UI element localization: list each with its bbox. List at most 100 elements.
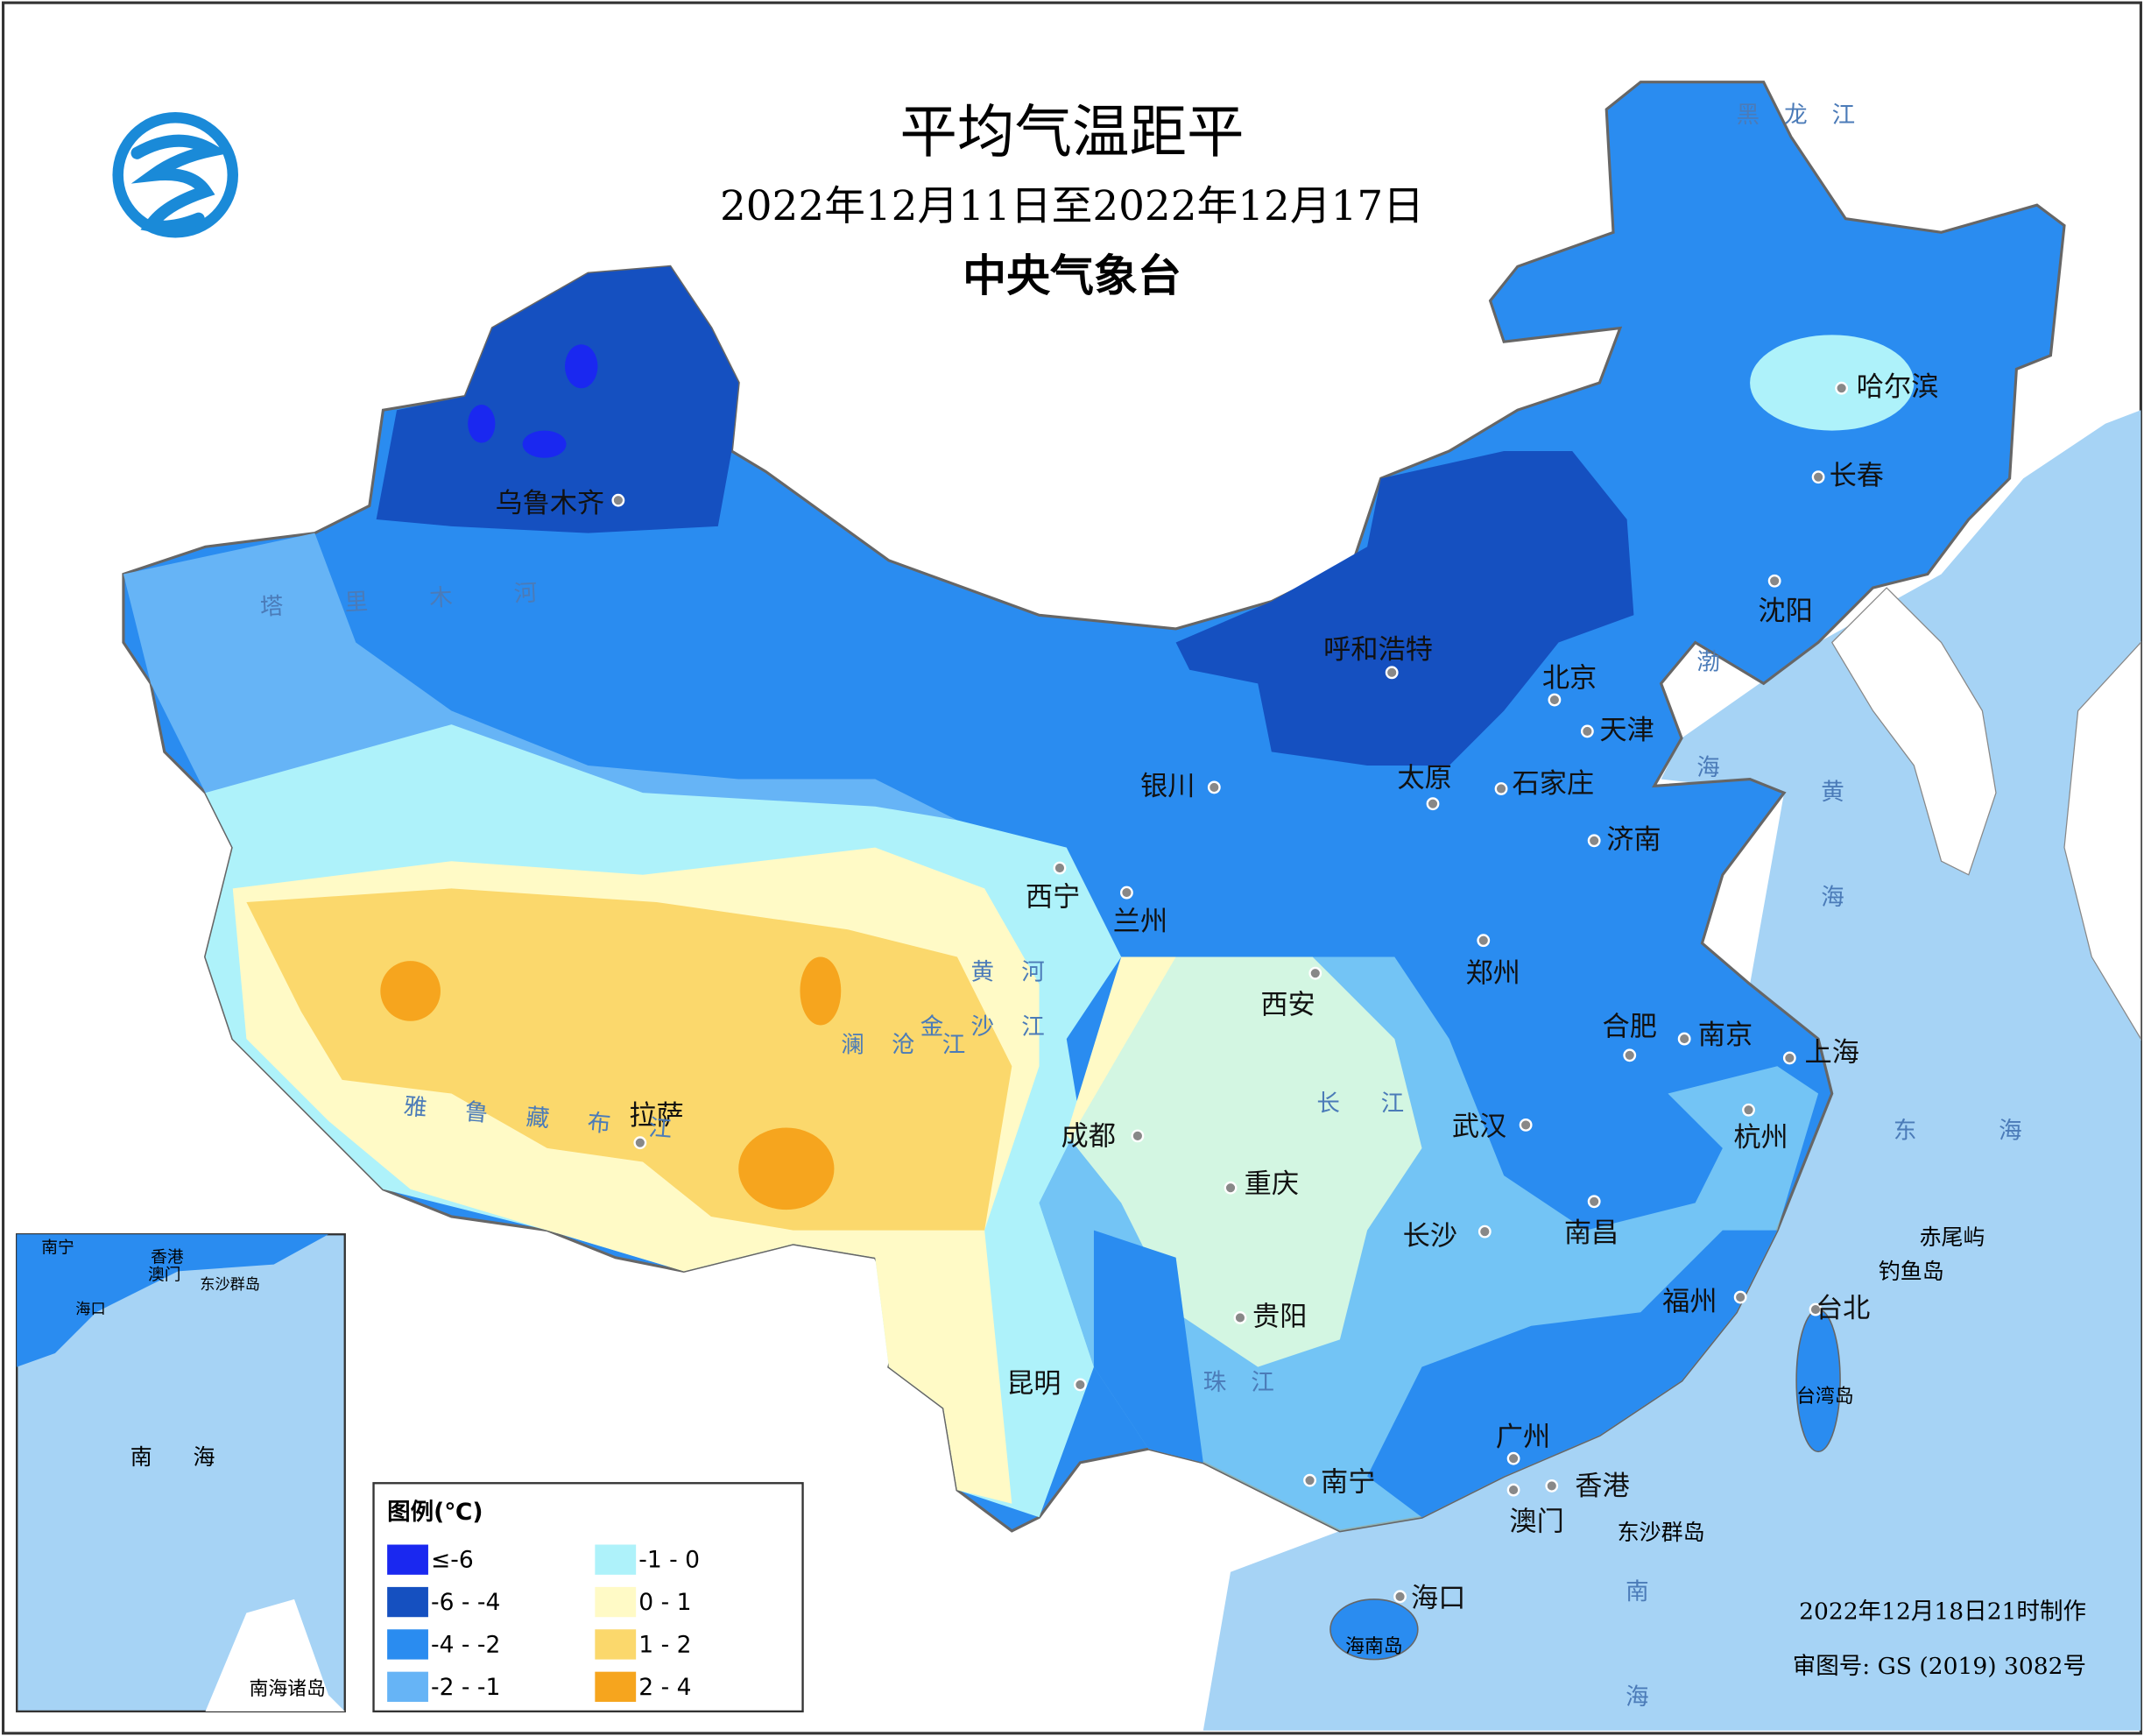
region: [1093, 1230, 1203, 1463]
city-label: 呼和浩特: [1323, 634, 1433, 666]
city-dot: [1131, 1129, 1145, 1143]
sea-label: 南海: [1621, 1579, 1648, 1736]
region: [1175, 451, 1634, 766]
city-label: 广州: [1496, 1422, 1550, 1453]
city-label: 北京: [1542, 663, 1597, 695]
city-label: 沈阳: [1758, 596, 1812, 627]
inset-label: 南宁: [41, 1238, 74, 1257]
city-label: 长沙: [1403, 1220, 1457, 1252]
city-dot: [1224, 1181, 1238, 1195]
legend: [372, 1482, 804, 1713]
city-label: 香港: [1575, 1471, 1629, 1502]
legend-swatch: [595, 1629, 637, 1660]
city-dot: [1782, 1051, 1796, 1065]
city-label: 郑州: [1465, 958, 1520, 990]
city-dot: [1809, 1302, 1823, 1316]
legend-swatch: [387, 1671, 428, 1702]
inset-label: 南海: [130, 1444, 257, 1470]
city-dot: [1677, 1032, 1691, 1046]
city-dot: [1519, 1118, 1533, 1132]
city-dot: [1426, 797, 1440, 811]
city-label: 长春: [1830, 461, 1884, 492]
river-label: 长江: [1316, 1090, 1445, 1117]
korea: [1830, 587, 1997, 876]
city-label: 乌鲁木齐: [495, 488, 604, 519]
hainan: [1329, 1598, 1419, 1661]
city-label: 南京: [1698, 1020, 1753, 1051]
city-label: 昆明: [1006, 1368, 1061, 1400]
city-dot: [1506, 1483, 1520, 1497]
city-label: 拉萨: [629, 1100, 683, 1132]
subtitle: 2022年12月11日至2022年12月17日: [720, 183, 1424, 230]
legend-label: -6 - -4: [431, 1589, 500, 1616]
place-label: 赤尾屿: [1920, 1224, 1985, 1250]
title: 平均气温距平: [899, 99, 1244, 166]
legend-label: 0 - 1: [638, 1589, 691, 1616]
inset-label: 香港: [151, 1248, 184, 1267]
city-label: 杭州: [1733, 1122, 1788, 1154]
logo: [112, 111, 239, 238]
city-label: 天津: [1599, 715, 1654, 746]
region: [376, 266, 739, 533]
region: [800, 956, 842, 1026]
legend-swatch: [595, 1586, 637, 1618]
city-dot: [1053, 861, 1067, 875]
city-dot: [1385, 666, 1399, 680]
place-label: 东沙群岛: [1618, 1520, 1705, 1545]
sea-label: 黄海: [1816, 780, 1844, 990]
region: [380, 961, 441, 1021]
region: [468, 404, 496, 443]
city-dot: [1587, 1195, 1601, 1209]
river-label: 黑龙江: [1736, 102, 1880, 129]
city-dot: [1303, 1473, 1316, 1487]
city-label: 贵阳: [1252, 1301, 1307, 1332]
inset-label: 澳门: [148, 1267, 180, 1285]
city-label: 福州: [1662, 1286, 1717, 1317]
legend-swatch: [387, 1586, 428, 1618]
legend-title: 图例(℃): [387, 1499, 483, 1526]
river-label: 澜沧江: [841, 1031, 992, 1058]
city-label: 台北: [1816, 1293, 1870, 1324]
taiwan: [1795, 1309, 1841, 1453]
inset-label: 东沙群岛: [200, 1276, 260, 1294]
inset-land: [17, 1234, 329, 1367]
city-label: 济南: [1606, 824, 1661, 856]
river-label: 黄河: [971, 959, 1072, 986]
city-dot: [1308, 966, 1322, 980]
river-label: 金沙江: [920, 1013, 1072, 1041]
legend-label: -4 - -2: [431, 1631, 500, 1658]
city-dot: [1742, 1103, 1755, 1117]
city-dot: [1587, 834, 1601, 848]
legend-swatch: [387, 1629, 428, 1660]
city-label: 兰州: [1113, 906, 1167, 937]
city-dot: [1073, 1378, 1087, 1392]
city-dot: [1478, 1224, 1492, 1238]
legend-label: ≤-6: [431, 1547, 474, 1574]
city-label: 南昌: [1564, 1217, 1619, 1249]
city-label: 合肥: [1603, 1012, 1657, 1043]
city-dot: [1393, 1590, 1407, 1604]
region: [738, 1127, 835, 1210]
city-label: 西安: [1260, 990, 1315, 1021]
place-label: 台湾岛: [1796, 1386, 1854, 1408]
city-dot: [1233, 1311, 1247, 1324]
city-dot: [1506, 1451, 1520, 1465]
city-label: 西宁: [1026, 881, 1080, 913]
city-dot: [611, 493, 625, 507]
city-label: 海口: [1411, 1583, 1465, 1614]
place-label: 钓鱼岛: [1879, 1259, 1944, 1284]
inset-title: 南海诸岛: [250, 1678, 326, 1700]
city-label: 哈尔滨: [1857, 371, 1939, 403]
legend-swatch: [387, 1544, 428, 1575]
city-dot: [1494, 782, 1508, 795]
city-label: 南宁: [1321, 1466, 1375, 1498]
sea-label: 渤海: [1692, 649, 1719, 859]
agency: 中央气象台: [963, 251, 1181, 301]
legend-label: 1 - 2: [638, 1631, 691, 1658]
legend-swatch: [595, 1671, 637, 1702]
city-dot: [1767, 574, 1781, 588]
city-dot: [1207, 780, 1221, 794]
river-label: 珠江: [1203, 1369, 1299, 1396]
city-label: 上海: [1804, 1037, 1858, 1069]
city-label: 银川: [1140, 771, 1195, 802]
